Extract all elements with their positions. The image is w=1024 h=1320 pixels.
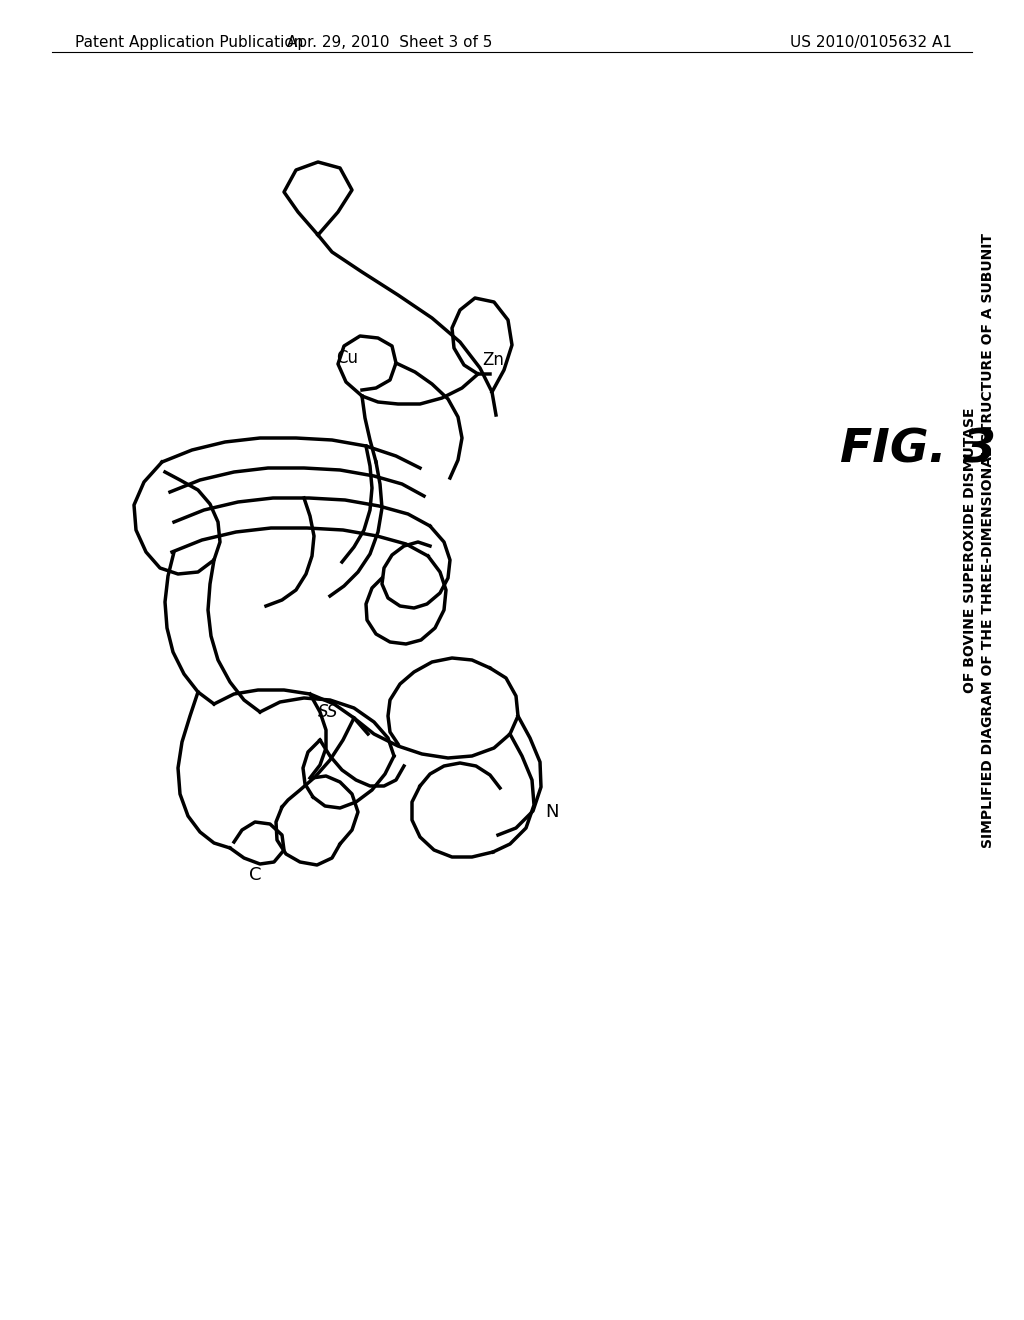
Text: Patent Application Publication: Patent Application Publication — [75, 36, 303, 50]
Text: Zn: Zn — [482, 351, 504, 370]
Text: Cu: Cu — [336, 348, 358, 367]
Text: US 2010/0105632 A1: US 2010/0105632 A1 — [790, 36, 952, 50]
Text: SIMPLIFIED DIAGRAM OF THE THREE-DIMENSIONAL STRUCTURE OF A SUBUNIT: SIMPLIFIED DIAGRAM OF THE THREE-DIMENSIO… — [981, 232, 995, 847]
Text: FIG. 3: FIG. 3 — [840, 428, 996, 473]
Text: C: C — [249, 866, 261, 884]
Text: Apr. 29, 2010  Sheet 3 of 5: Apr. 29, 2010 Sheet 3 of 5 — [288, 36, 493, 50]
Text: SS: SS — [317, 704, 338, 721]
Text: OF BOVINE SUPEROXIDE DISMUTASE: OF BOVINE SUPEROXIDE DISMUTASE — [963, 408, 977, 693]
Text: N: N — [545, 803, 559, 821]
